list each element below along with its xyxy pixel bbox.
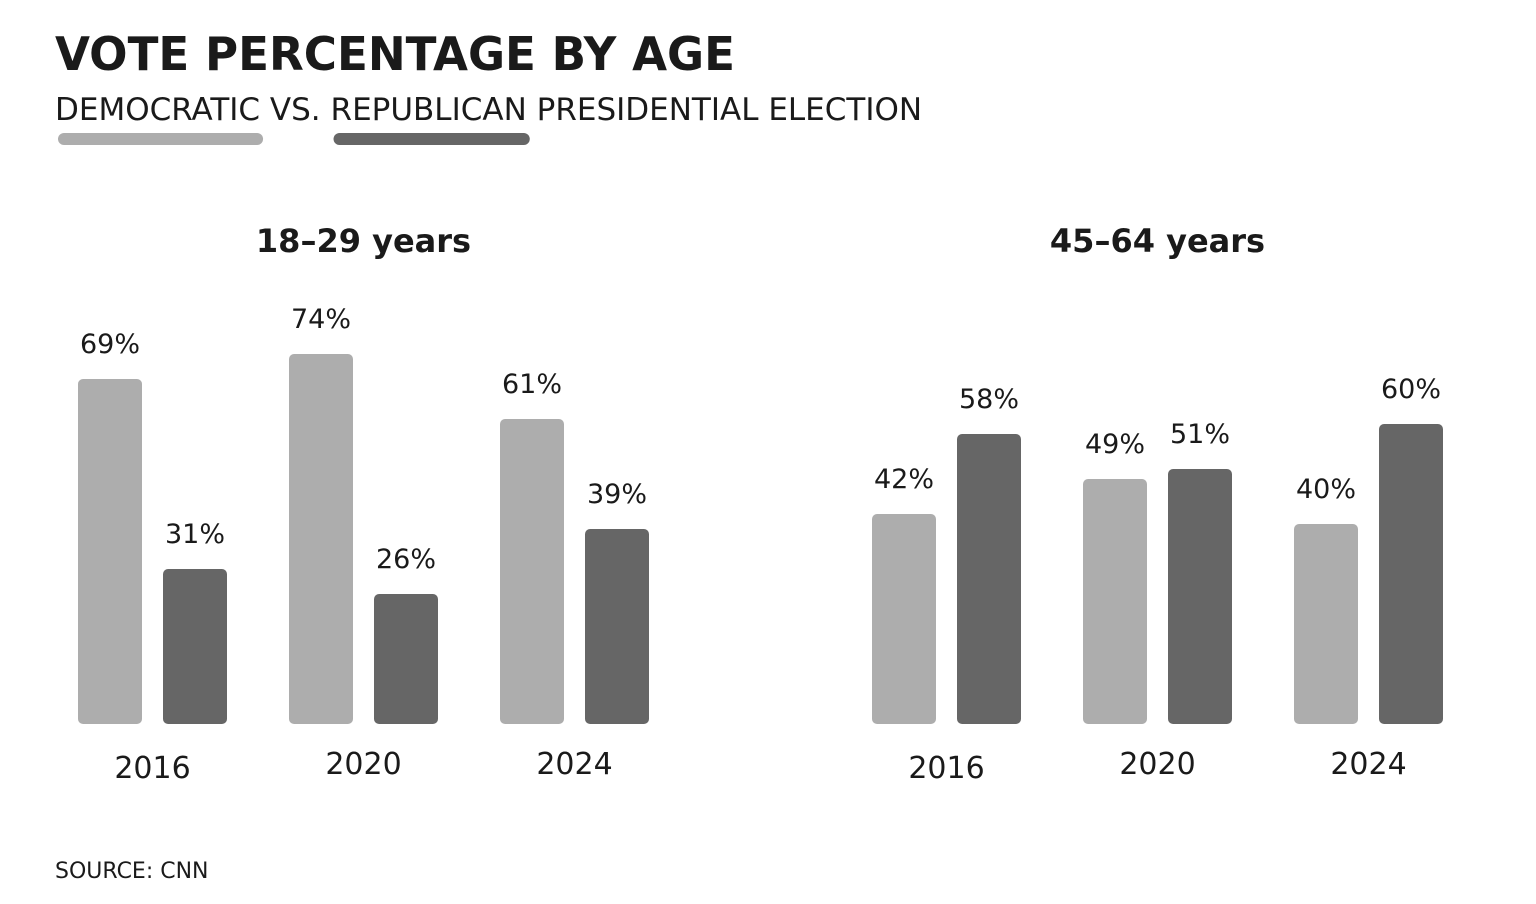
legend-republican: REPUBLICAN [331,92,527,128]
data-label: 51% [1170,419,1230,450]
x-tick-label: 2020 [1119,747,1195,782]
data-label: 69% [80,329,140,360]
bar [872,514,936,724]
legend-underline [333,133,530,145]
legend-underline [58,133,264,145]
bar [1294,524,1358,724]
chart-title: 45–64 years [1050,222,1265,260]
bar [163,569,227,724]
bar [78,379,142,724]
subtitle-ending: PRESIDENTIAL ELECTION [537,92,922,128]
title: VOTE PERCENTAGE BY AGE [55,27,735,81]
bar [1083,479,1147,724]
data-label: 26% [376,544,436,575]
bar [1168,469,1232,724]
x-tick-label: 2020 [325,747,401,782]
data-label: 39% [587,479,647,510]
bar [289,354,353,724]
legend-democratic: DEMOCRATIC [55,92,260,128]
source: SOURCE: CNN [55,859,209,884]
data-label: 74% [291,304,351,335]
data-label: 42% [874,464,934,495]
x-tick-label: 2024 [1330,747,1406,782]
x-tick-label: 2016 [114,751,190,786]
bar [957,434,1021,724]
subtitle-joiner: VS. [270,92,321,128]
bar [374,594,438,724]
data-label: 61% [502,369,562,400]
data-label: 31% [165,519,225,550]
data-label: 40% [1296,474,1356,505]
bar [500,419,564,724]
data-label: 60% [1381,374,1441,405]
data-label: 49% [1085,429,1145,460]
x-tick-label: 2016 [908,751,984,786]
data-label: 58% [959,384,1019,415]
subtitle: DEMOCRATIC VS. REPUBLICAN PRESIDENTIAL E… [55,92,922,128]
x-tick-label: 2024 [536,747,612,782]
chart-title: 18–29 years [256,222,471,260]
bar [585,529,649,724]
bar [1379,424,1443,724]
